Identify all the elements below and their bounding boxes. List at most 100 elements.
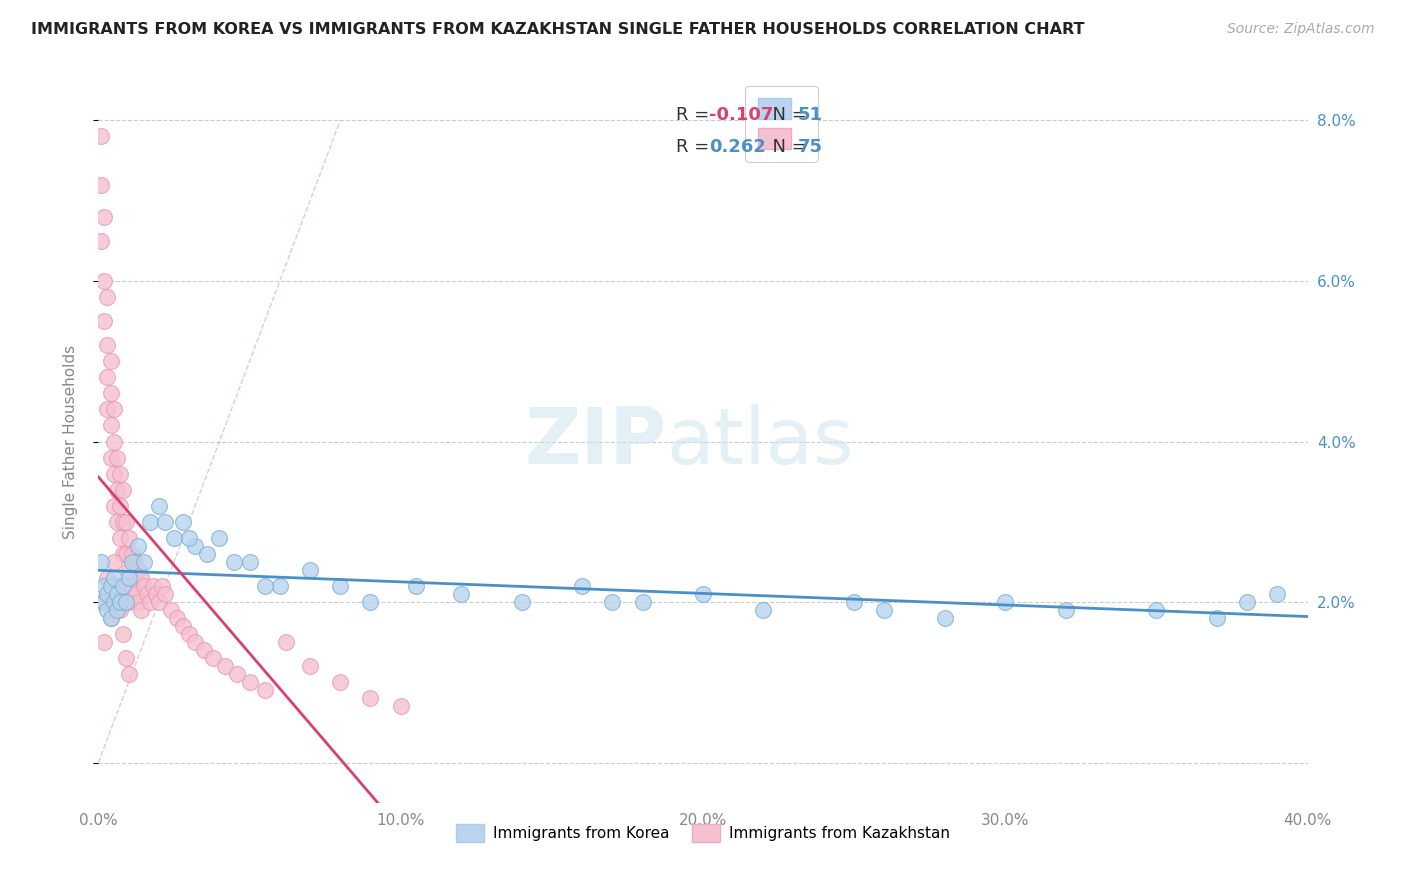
Point <box>253 683 276 698</box>
Text: ZIP: ZIP <box>524 403 666 480</box>
Point <box>692 587 714 601</box>
Point <box>179 627 201 641</box>
Point <box>132 579 155 593</box>
Point <box>90 129 112 144</box>
Text: IMMIGRANTS FROM KOREA VS IMMIGRANTS FROM KAZAKHSTAN SINGLE FATHER HOUSEHOLDS COR: IMMIGRANTS FROM KOREA VS IMMIGRANTS FROM… <box>31 22 1084 37</box>
Text: atlas: atlas <box>666 403 855 480</box>
Point <box>172 515 194 529</box>
Point <box>100 418 122 433</box>
Point <box>571 579 593 593</box>
Point <box>103 434 125 449</box>
Point <box>93 635 115 649</box>
Point <box>127 539 149 553</box>
Text: 0.262: 0.262 <box>709 137 766 156</box>
Point <box>124 587 146 601</box>
Y-axis label: Single Father Households: Single Father Households <box>63 344 77 539</box>
Point <box>105 483 128 497</box>
Point <box>269 579 291 593</box>
Point <box>105 603 128 617</box>
Point <box>103 499 125 513</box>
Point <box>114 579 136 593</box>
Point <box>329 579 352 593</box>
Point <box>103 467 125 481</box>
Point <box>90 555 112 569</box>
Point <box>90 595 112 609</box>
Point <box>96 338 118 352</box>
Point <box>127 595 149 609</box>
Point <box>96 571 118 585</box>
Point <box>103 571 125 585</box>
Point <box>118 531 141 545</box>
Point <box>114 651 136 665</box>
Point <box>602 595 624 609</box>
Point <box>127 563 149 577</box>
Point <box>193 643 215 657</box>
Point <box>105 587 128 601</box>
Point <box>114 547 136 561</box>
Point <box>934 611 956 625</box>
Point <box>195 547 218 561</box>
Point <box>299 659 322 673</box>
Point <box>208 531 231 545</box>
Point <box>153 587 176 601</box>
Point <box>873 603 896 617</box>
Point <box>124 555 146 569</box>
Point <box>239 675 262 690</box>
Point <box>100 450 122 465</box>
Point <box>135 587 157 601</box>
Text: N =: N = <box>761 137 813 156</box>
Point <box>93 314 115 328</box>
Point <box>121 555 143 569</box>
Point <box>179 531 201 545</box>
Point <box>111 515 134 529</box>
Point <box>96 370 118 384</box>
Point <box>145 587 167 601</box>
Point <box>1267 587 1289 601</box>
Text: R =: R = <box>676 106 716 124</box>
Point <box>105 579 128 593</box>
Point <box>631 595 654 609</box>
Text: R =: R = <box>676 137 716 156</box>
Point <box>160 603 183 617</box>
Point <box>93 274 115 288</box>
Point <box>96 587 118 601</box>
Point <box>114 515 136 529</box>
Point <box>118 571 141 585</box>
Point <box>114 595 136 609</box>
Point <box>100 354 122 368</box>
Text: -0.107: -0.107 <box>709 106 773 124</box>
Point <box>329 675 352 690</box>
Point <box>108 595 131 609</box>
Point <box>184 635 207 649</box>
Point <box>100 386 122 401</box>
Legend: Immigrants from Korea, Immigrants from Kazakhstan: Immigrants from Korea, Immigrants from K… <box>449 816 957 849</box>
Point <box>121 547 143 561</box>
Point <box>1054 603 1077 617</box>
Point <box>108 603 131 617</box>
Point <box>90 234 112 248</box>
Point <box>389 699 412 714</box>
Point <box>253 579 276 593</box>
Text: 75: 75 <box>797 137 823 156</box>
Point <box>994 595 1017 609</box>
Point <box>132 555 155 569</box>
Point <box>105 515 128 529</box>
Point <box>90 178 112 192</box>
Point <box>224 555 246 569</box>
Point <box>108 467 131 481</box>
Point <box>105 450 128 465</box>
Point <box>121 579 143 593</box>
Point <box>129 603 152 617</box>
Point <box>118 595 141 609</box>
Point <box>239 555 262 569</box>
Text: Source: ZipAtlas.com: Source: ZipAtlas.com <box>1227 22 1375 37</box>
Point <box>214 659 236 673</box>
Point <box>100 611 122 625</box>
Text: N =: N = <box>761 106 813 124</box>
Point <box>148 595 170 609</box>
Point <box>1144 603 1167 617</box>
Point <box>153 515 176 529</box>
Point <box>148 499 170 513</box>
Point <box>111 627 134 641</box>
Point <box>118 563 141 577</box>
